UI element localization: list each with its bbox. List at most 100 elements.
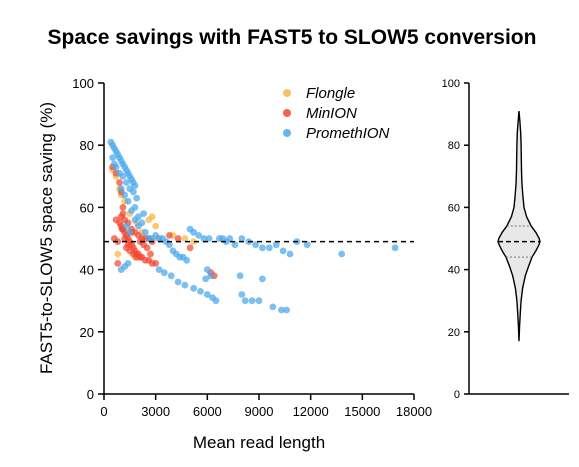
- data-point-promethion: [160, 269, 168, 277]
- data-point-promethion: [166, 241, 173, 249]
- x-tick-label: 9000: [245, 404, 274, 419]
- data-point-promethion: [338, 250, 346, 258]
- y-axis-label: FAST5-to-SLOW5 space saving (%): [37, 102, 56, 374]
- data-point-promethion: [131, 216, 139, 224]
- x-tick-label: 15000: [344, 404, 380, 419]
- data-point-promethion: [231, 241, 239, 249]
- data-point-promethion: [195, 232, 203, 239]
- x-tick-label: 18000: [396, 404, 432, 419]
- data-point-promethion: [197, 288, 204, 295]
- data-point-promethion: [259, 244, 266, 252]
- violin-y-tick-label: 40: [448, 265, 460, 277]
- legend-label-flongle: Flongle: [306, 85, 355, 102]
- violin-y-tick-label: 0: [454, 389, 460, 401]
- data-point-promethion: [286, 250, 294, 258]
- data-point-promethion: [119, 172, 127, 180]
- violin-y-tick-label: 20: [448, 327, 460, 339]
- data-point-promethion: [278, 306, 285, 314]
- y-tick-label: 20: [80, 325, 94, 340]
- data-point-promethion: [241, 297, 249, 305]
- data-point-minion: [166, 232, 173, 239]
- violin-plot-panel: 0 20 40 60 80 100: [442, 78, 569, 401]
- x-tick-label: 3000: [141, 404, 170, 419]
- data-point-minion: [116, 179, 123, 186]
- data-point-promethion: [117, 266, 125, 273]
- legend: Flongle MinION PromethION: [283, 85, 390, 142]
- data-point-minion: [133, 253, 141, 261]
- scatter-points-group: [107, 138, 399, 314]
- y-tick-label: 100: [72, 76, 94, 91]
- data-point-minion: [124, 241, 132, 249]
- data-point-promethion: [265, 244, 273, 252]
- data-point-promethion: [212, 297, 220, 305]
- y-tick-label: 40: [80, 263, 94, 278]
- data-point-flongle: [152, 222, 160, 230]
- data-point-promethion: [391, 244, 399, 252]
- data-point-promethion: [140, 210, 148, 218]
- data-point-promethion: [202, 275, 210, 283]
- data-point-promethion: [126, 228, 134, 236]
- data-point-minion: [110, 235, 118, 242]
- x-axis-ticks: 0 3000 6000 9000 12000 15000 18000: [100, 394, 432, 419]
- data-point-flongle: [190, 238, 198, 246]
- data-point-promethion: [283, 306, 290, 314]
- data-point-promethion: [128, 207, 136, 214]
- data-point-promethion: [200, 235, 208, 242]
- data-point-promethion: [141, 228, 149, 236]
- violin-y-tick-label: 80: [448, 140, 460, 152]
- scatter-plot-panel: 0 20 40 60 80 100 0 3000 6000 9000 12000 15000 1800…: [37, 76, 432, 452]
- legend-marker-promethion: [283, 129, 291, 137]
- data-point-promethion: [112, 163, 120, 171]
- data-point-minion: [147, 250, 154, 258]
- y-tick-label: 60: [80, 200, 94, 215]
- data-point-promethion: [205, 235, 213, 242]
- data-point-flongle: [181, 235, 189, 242]
- data-point-promethion: [236, 272, 244, 280]
- data-point-flongle: [114, 250, 122, 258]
- data-point-minion: [174, 235, 182, 242]
- data-point-promethion: [124, 197, 132, 205]
- data-point-promethion: [117, 185, 125, 193]
- data-point-promethion: [269, 303, 277, 311]
- data-point-promethion: [190, 284, 198, 292]
- x-axis-label: Mean read length: [193, 433, 325, 452]
- data-point-minion: [152, 260, 160, 267]
- data-point-promethion: [123, 222, 130, 230]
- data-point-promethion: [109, 154, 116, 162]
- data-point-promethion: [121, 191, 129, 199]
- data-point-promethion: [131, 182, 139, 190]
- violin-y-tick-label: 100: [442, 78, 460, 90]
- x-tick-label: 6000: [193, 404, 222, 419]
- legend-label-minion: MinION: [306, 105, 357, 122]
- data-point-promethion: [238, 235, 246, 242]
- data-point-promethion: [181, 281, 189, 289]
- data-point-minion: [121, 235, 129, 242]
- data-point-promethion: [272, 241, 280, 249]
- data-point-minion: [119, 204, 127, 211]
- x-tick-label: 12000: [293, 404, 329, 419]
- data-point-promethion: [174, 278, 182, 286]
- data-point-promethion: [167, 272, 175, 280]
- data-point-promethion: [190, 228, 198, 236]
- data-point-promethion: [129, 188, 137, 196]
- data-point-promethion: [203, 266, 211, 273]
- data-point-flongle: [148, 213, 156, 221]
- data-point-minion: [114, 260, 122, 267]
- chart-title: Space savings with FAST5 to SLOW5 conver…: [48, 26, 537, 49]
- data-point-promethion: [303, 241, 311, 249]
- data-point-minion: [119, 210, 127, 218]
- y-tick-label: 0: [87, 387, 94, 402]
- legend-marker-flongle: [283, 89, 291, 97]
- y-tick-label: 80: [80, 138, 94, 153]
- data-point-promethion: [259, 275, 266, 283]
- data-point-promethion: [252, 241, 259, 249]
- data-point-promethion: [135, 222, 142, 230]
- data-point-promethion: [123, 179, 130, 186]
- legend-label-promethion: PromethION: [306, 125, 390, 142]
- x-tick-label: 0: [100, 404, 107, 419]
- data-point-promethion: [207, 272, 215, 280]
- data-point-promethion: [203, 291, 211, 298]
- data-point-promethion: [255, 297, 263, 305]
- violin-y-tick-label: 60: [448, 202, 460, 214]
